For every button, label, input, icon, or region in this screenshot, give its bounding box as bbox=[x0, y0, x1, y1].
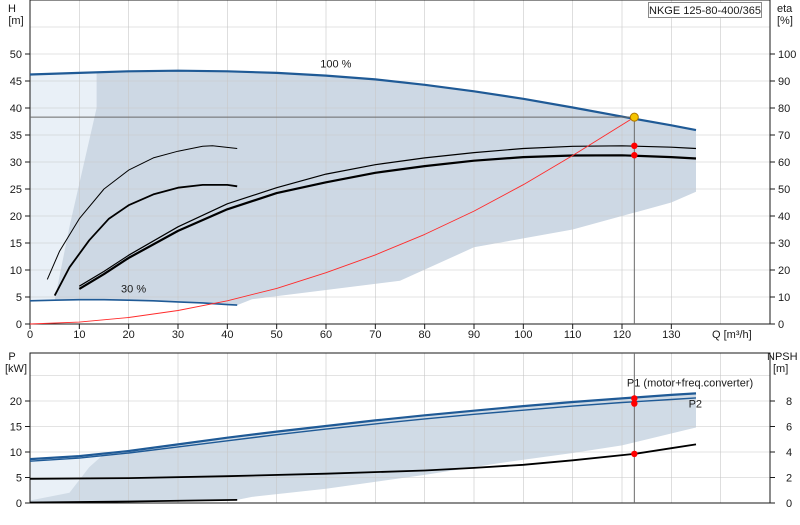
x-tick-label: 10 bbox=[73, 329, 85, 341]
y-right-tick-label: 60 bbox=[778, 157, 790, 169]
x-tick-label: 40 bbox=[221, 329, 233, 341]
y-right-tick-label: 10 bbox=[778, 292, 790, 304]
efficiency-curve-1 bbox=[46, 145, 238, 280]
x-tick-label: 70 bbox=[369, 329, 381, 341]
x-tick-label: 50 bbox=[271, 329, 283, 341]
duty-point-efficiency bbox=[631, 152, 638, 159]
system-curve bbox=[29, 116, 635, 325]
y-left-tick-label: 25 bbox=[10, 184, 22, 196]
y-left-axis-title: H bbox=[8, 3, 16, 15]
y-left-tick-label: 0 bbox=[16, 319, 22, 331]
duty-point-power bbox=[631, 395, 638, 402]
npsh-tick-label: 4 bbox=[786, 447, 792, 459]
npsh-tick-label: 6 bbox=[786, 422, 792, 434]
y-left-tick-label: 30 bbox=[10, 157, 22, 169]
p-axis-title: P bbox=[8, 351, 15, 363]
y-right-tick-label: 50 bbox=[778, 184, 790, 196]
y-left-tick-label: 45 bbox=[10, 76, 22, 88]
y-right-tick-label: 0 bbox=[778, 319, 784, 331]
npsh-tick-label: 2 bbox=[786, 473, 792, 485]
head-envelope-area bbox=[30, 70, 696, 306]
efficiency-curve-4 bbox=[78, 154, 697, 290]
bottom-plot-frame bbox=[29, 352, 771, 504]
efficiency-curve-2 bbox=[53, 184, 238, 297]
low-speed-power-curve bbox=[29, 499, 238, 504]
duty-point-efficiency bbox=[631, 142, 638, 149]
y-left-tick-label: 40 bbox=[10, 103, 22, 115]
y-left-tick-label: 50 bbox=[10, 49, 22, 61]
x-tick-label: 20 bbox=[123, 329, 135, 341]
x-axis-title: Q [m³/h] bbox=[712, 329, 752, 341]
y-right-tick-label: 40 bbox=[778, 211, 790, 223]
head-curve-100 bbox=[29, 69, 697, 132]
power-envelope-area bbox=[30, 393, 696, 503]
y-right-tick-label: 70 bbox=[778, 130, 790, 142]
power-curve-p1 bbox=[29, 392, 697, 461]
speed-annotation-100: 100 % bbox=[320, 59, 351, 71]
p-tick-label: 15 bbox=[10, 422, 22, 434]
pump-model-label: NKGE 125-80-400/365 bbox=[648, 2, 762, 18]
x-tick-label: 110 bbox=[564, 329, 582, 341]
y-right-tick-label: 90 bbox=[778, 76, 790, 88]
x-tick-label: 100 bbox=[514, 329, 532, 341]
speed-annotation-30: 30 % bbox=[121, 284, 146, 296]
y-right-tick-label: 80 bbox=[778, 103, 790, 115]
x-tick-label: 0 bbox=[27, 329, 33, 341]
y-left-tick-label: 20 bbox=[10, 211, 22, 223]
y-right-axis-unit: [%] bbox=[777, 15, 793, 27]
x-tick-label: 90 bbox=[468, 329, 480, 341]
y-right-tick-label: 30 bbox=[778, 238, 790, 250]
p-tick-label: 20 bbox=[10, 396, 22, 408]
npsh-axis-unit: [m] bbox=[773, 363, 788, 375]
p-tick-label: 5 bbox=[16, 473, 22, 485]
npsh-curve bbox=[29, 443, 697, 480]
y-left-tick-label: 15 bbox=[10, 238, 22, 250]
x-tick-label: 60 bbox=[320, 329, 332, 341]
p-tick-label: 10 bbox=[10, 447, 22, 459]
x-tick-label: 30 bbox=[172, 329, 184, 341]
duty-point-npsh bbox=[631, 450, 638, 458]
power-curve-p2 bbox=[29, 397, 697, 462]
npsh-tick-label: 0 bbox=[786, 498, 792, 510]
series-label-p2: P2 bbox=[689, 399, 702, 411]
p-axis-unit: [kW] bbox=[5, 363, 27, 375]
x-tick-label: 80 bbox=[419, 329, 431, 341]
duty-point-head bbox=[629, 112, 639, 122]
npsh-axis-title: NPSH bbox=[767, 351, 798, 363]
efficiency-curve-3 bbox=[78, 145, 697, 287]
y-right-tick-label: 100 bbox=[778, 49, 796, 61]
head-curve-30 bbox=[29, 298, 238, 306]
npsh-tick-label: 8 bbox=[786, 396, 792, 408]
series-label-p1: P1 (motor+freq.converter) bbox=[627, 378, 753, 390]
duty-point-power bbox=[631, 400, 638, 407]
y-left-axis-unit: [m] bbox=[8, 15, 23, 27]
y-left-tick-label: 10 bbox=[10, 265, 22, 277]
y-right-axis-title: eta bbox=[777, 3, 793, 15]
y-left-tick-label: 5 bbox=[16, 292, 22, 304]
head-envelope-left-strip bbox=[30, 72, 97, 301]
x-tick-label: 120 bbox=[613, 329, 631, 341]
y-left-tick-label: 35 bbox=[10, 130, 22, 142]
y-right-tick-label: 20 bbox=[778, 265, 790, 277]
x-tick-label: 130 bbox=[662, 329, 680, 341]
p-tick-label: 0 bbox=[16, 498, 22, 510]
